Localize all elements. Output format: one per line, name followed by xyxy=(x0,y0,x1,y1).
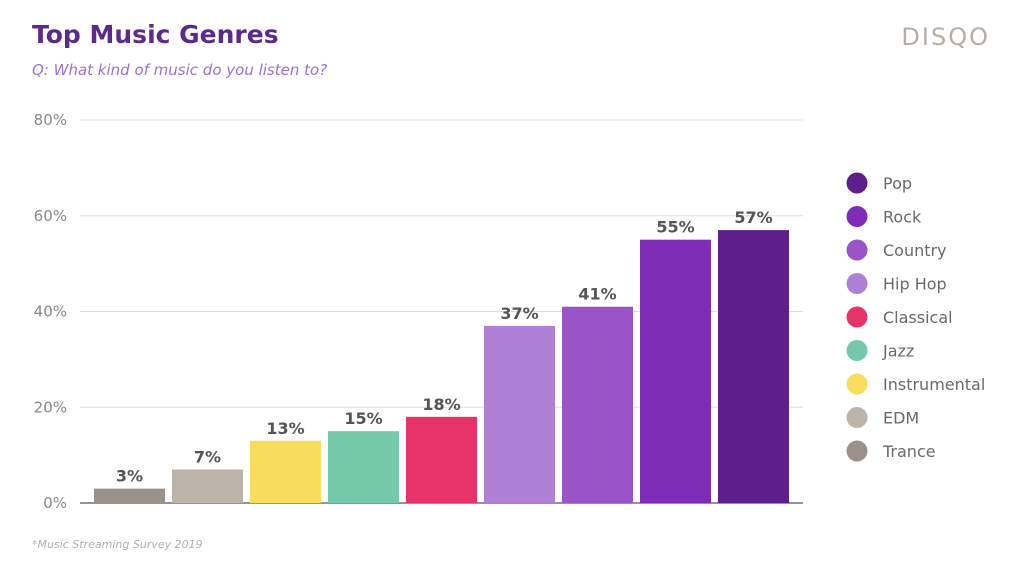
bar-edm xyxy=(172,469,243,503)
bar-classical xyxy=(406,416,477,503)
data-label: 18% xyxy=(422,395,460,414)
legend-label: Instrumental xyxy=(883,375,985,394)
bar-rock xyxy=(640,239,711,503)
data-label: 41% xyxy=(578,285,616,304)
legend-label: Pop xyxy=(883,174,912,193)
legend-swatch xyxy=(846,306,868,328)
y-tick-label: 40% xyxy=(34,303,67,321)
legend: Pop Rock Country Hip Hop Classical Jazz Instru… xyxy=(846,172,985,462)
legend-label: Trance xyxy=(882,442,936,461)
y-axis-ticks: 0% 20% 40% 60% 80% xyxy=(34,111,67,512)
legend-swatch xyxy=(846,273,868,294)
y-tick-label: 20% xyxy=(34,398,67,416)
bar-instrumental xyxy=(250,440,321,503)
legend-swatch xyxy=(846,440,868,462)
bars xyxy=(94,230,789,504)
data-label: 37% xyxy=(500,304,538,323)
legend-swatch xyxy=(846,172,868,194)
bar-hip-hop xyxy=(484,325,555,503)
y-tick-label: 0% xyxy=(43,494,67,512)
legend-swatch xyxy=(846,373,868,395)
legend-swatch xyxy=(846,206,868,227)
data-label: 7% xyxy=(194,447,221,466)
footnote: *Music Streaming Survey 2019 xyxy=(32,538,203,551)
bar-trance xyxy=(94,488,165,503)
data-label: 3% xyxy=(116,467,143,486)
data-label: 57% xyxy=(734,208,772,227)
brand-logo: DISQO xyxy=(901,23,990,51)
bar-jazz xyxy=(328,431,399,503)
chart-title: Top Music Genres xyxy=(32,20,279,49)
legend-label: Jazz xyxy=(882,342,914,361)
data-label: 13% xyxy=(266,419,304,438)
legend-label: Rock xyxy=(883,208,922,227)
chart-subtitle: Q: What kind of music do you listen to? xyxy=(32,61,328,79)
legend-label: Classical xyxy=(883,308,953,327)
legend-swatch xyxy=(846,340,868,361)
y-tick-label: 80% xyxy=(34,111,67,129)
data-labels: 3% 7% 13% 15% 18% 37% 41% 55% 57% xyxy=(116,208,773,486)
legend-label: EDM xyxy=(883,409,919,428)
legend-label: Hip Hop xyxy=(883,275,947,294)
legend-label: Country xyxy=(883,241,947,260)
bar-pop xyxy=(718,230,789,504)
y-tick-label: 60% xyxy=(34,207,67,225)
legend-swatch xyxy=(846,239,868,261)
data-label: 55% xyxy=(656,218,694,237)
bar-country xyxy=(562,306,633,503)
data-label: 15% xyxy=(344,409,382,428)
legend-swatch xyxy=(846,407,868,428)
